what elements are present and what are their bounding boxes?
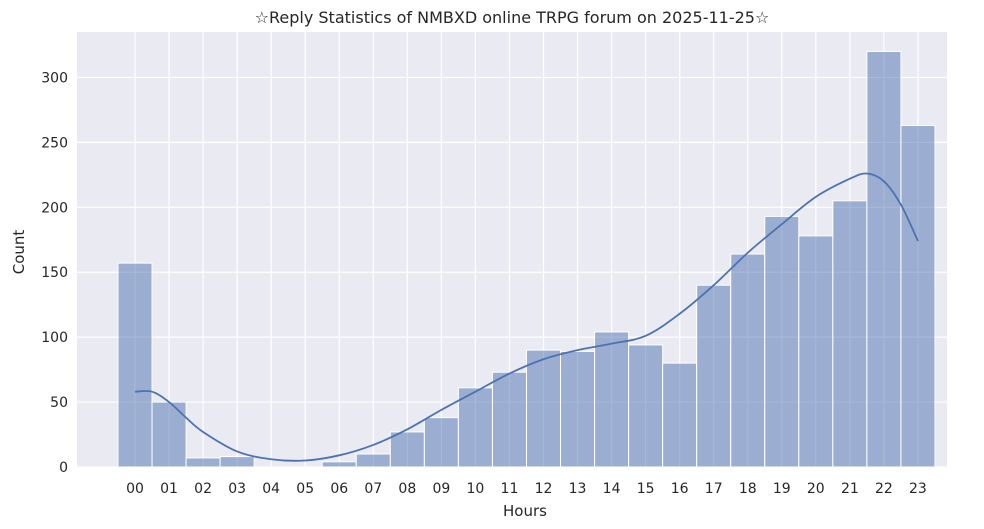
y-tick-label: 250 [41, 135, 68, 151]
x-tick-label: 21 [841, 481, 859, 497]
bar-03 [219, 456, 255, 468]
bar-19 [764, 215, 800, 468]
bar-12 [525, 349, 562, 468]
bar-18 [730, 253, 766, 468]
bar-16 [662, 362, 698, 468]
x-tick-label: 20 [807, 481, 825, 497]
bar-14 [594, 331, 630, 468]
bar-22 [866, 50, 902, 468]
x-tick-label: 07 [364, 481, 382, 497]
x-tick-label: 02 [194, 481, 212, 497]
y-tick-label: 0 [59, 460, 68, 476]
y-tick-label: 300 [41, 70, 68, 86]
x-tick-label: 15 [637, 481, 655, 497]
bar-11 [491, 371, 527, 468]
bar-10 [457, 387, 493, 468]
x-tick-label: 13 [569, 481, 587, 497]
kde-curve [134, 172, 919, 462]
bar-17 [696, 284, 732, 468]
x-tick-label: 00 [126, 481, 144, 497]
bar-15 [628, 344, 664, 468]
x-ticks: 00 01 02 03 04 05 06 07 08 09 10 11 12 13 14 15 16 17 18 19… [126, 481, 927, 497]
x-tick-label: 01 [160, 481, 178, 497]
bar-00 [117, 262, 153, 468]
x-tick-label: 09 [432, 481, 450, 497]
x-tick-label: 03 [228, 481, 246, 497]
x-tick-label: 04 [262, 481, 280, 497]
y-tick-label: 100 [41, 330, 68, 346]
x-tick-label: 05 [296, 481, 314, 497]
x-tick-label: 08 [398, 481, 416, 497]
x-tick-label: 19 [773, 481, 791, 497]
x-tick-label: 16 [671, 481, 689, 497]
bar-07 [355, 453, 391, 468]
x-tick-label: 18 [739, 481, 757, 497]
x-tick-label: 17 [705, 481, 723, 497]
bar-21 [832, 200, 868, 468]
y-tick-label: 150 [41, 265, 68, 281]
bars [117, 50, 936, 468]
y-tick-label: 50 [50, 395, 68, 411]
bar-02 [185, 457, 221, 468]
x-tick-label: 14 [603, 481, 621, 497]
x-tick-label: 23 [909, 481, 927, 497]
x-axis-label: Hours [503, 502, 547, 520]
x-tick-label: 12 [535, 481, 553, 497]
chart-title: ☆Reply Statistics of NMBXD online TRPG f… [255, 8, 770, 27]
x-tick-label: 22 [875, 481, 893, 497]
bar-08 [389, 431, 425, 468]
bar-20 [798, 235, 834, 468]
bar-06 [321, 461, 357, 468]
bar-23 [900, 124, 936, 468]
y-ticks: 0 50 100 150 200 250 300 [41, 70, 68, 476]
x-tick-label: 11 [501, 481, 519, 497]
x-tick-label: 06 [330, 481, 348, 497]
bar-09 [423, 417, 459, 468]
bar-13 [560, 350, 596, 468]
y-tick-label: 200 [41, 200, 68, 216]
x-tick-label: 10 [467, 481, 485, 497]
y-axis-label: Count [10, 230, 28, 275]
